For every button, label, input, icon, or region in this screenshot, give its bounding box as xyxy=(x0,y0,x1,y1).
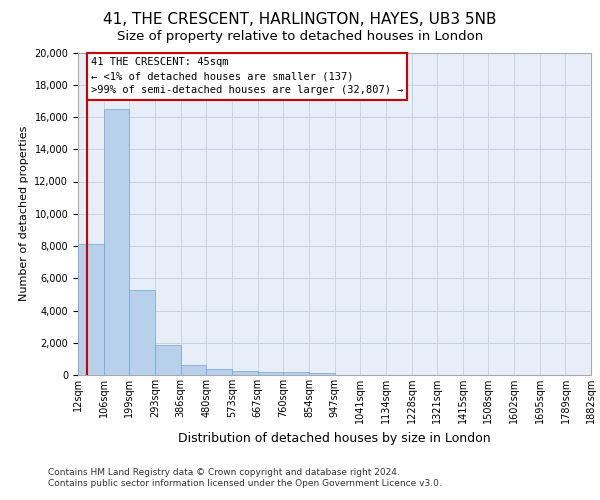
Bar xyxy=(155,345,181,375)
Bar xyxy=(309,372,335,375)
Bar xyxy=(104,109,130,375)
Bar xyxy=(232,370,257,375)
Bar xyxy=(257,372,283,375)
X-axis label: Distribution of detached houses by size in London: Distribution of detached houses by size … xyxy=(178,432,491,444)
Y-axis label: Number of detached properties: Number of detached properties xyxy=(19,126,29,302)
Bar xyxy=(130,290,155,375)
Text: 41 THE CRESCENT: 45sqm
← <1% of detached houses are smaller (137)
>99% of semi-d: 41 THE CRESCENT: 45sqm ← <1% of detached… xyxy=(91,58,403,96)
Bar xyxy=(206,370,232,375)
Bar xyxy=(181,364,206,375)
Text: Contains HM Land Registry data © Crown copyright and database right 2024.
Contai: Contains HM Land Registry data © Crown c… xyxy=(48,468,442,487)
Text: Size of property relative to detached houses in London: Size of property relative to detached ho… xyxy=(117,30,483,43)
Text: 41, THE CRESCENT, HARLINGTON, HAYES, UB3 5NB: 41, THE CRESCENT, HARLINGTON, HAYES, UB3… xyxy=(103,12,497,28)
Bar xyxy=(78,244,104,375)
Bar xyxy=(283,372,309,375)
